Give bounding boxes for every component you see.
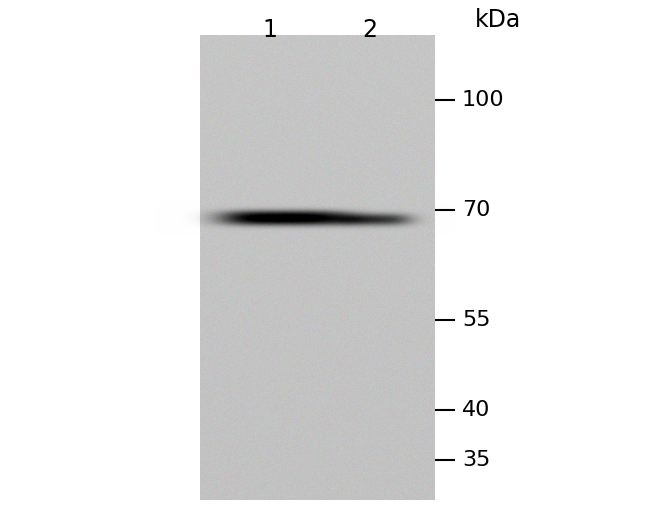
- Text: 35: 35: [462, 450, 490, 470]
- Text: 55: 55: [462, 310, 491, 330]
- Text: 2: 2: [363, 18, 378, 42]
- Text: kDa: kDa: [475, 8, 521, 32]
- Text: 1: 1: [263, 18, 278, 42]
- Text: 70: 70: [462, 200, 490, 220]
- Text: 40: 40: [462, 400, 490, 420]
- Text: 100: 100: [462, 90, 504, 110]
